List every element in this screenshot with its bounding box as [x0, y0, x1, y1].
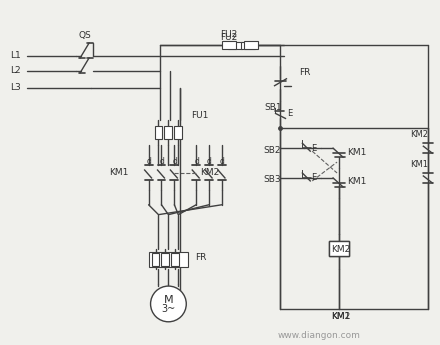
- Text: KM1: KM1: [411, 160, 429, 169]
- Text: d: d: [207, 157, 212, 166]
- Text: FU1: FU1: [191, 111, 209, 120]
- Text: 3~: 3~: [161, 304, 176, 314]
- Text: d: d: [220, 157, 225, 166]
- Text: d: d: [194, 157, 199, 166]
- Bar: [228, 42, 242, 49]
- Text: d: d: [159, 157, 165, 166]
- Bar: [149, 252, 188, 267]
- Text: E: E: [311, 174, 316, 183]
- Text: KM2: KM2: [200, 168, 220, 177]
- Text: d: d: [172, 157, 177, 166]
- Bar: [172, 253, 180, 266]
- Bar: [174, 126, 182, 139]
- Text: KM1: KM1: [331, 245, 351, 254]
- Text: d: d: [147, 157, 151, 166]
- Text: M: M: [164, 295, 173, 305]
- Bar: [161, 253, 169, 266]
- Bar: [329, 241, 349, 256]
- Text: E: E: [287, 109, 293, 118]
- Text: FR: FR: [299, 68, 311, 77]
- Text: KM2: KM2: [331, 245, 350, 254]
- Text: www.diangon.com: www.diangon.com: [278, 331, 361, 340]
- Text: KM1: KM1: [347, 177, 367, 186]
- Text: KM1: KM1: [109, 168, 128, 177]
- Text: FU2: FU2: [220, 30, 237, 39]
- Text: FU2: FU2: [220, 32, 237, 42]
- Text: SB2: SB2: [264, 146, 281, 155]
- Text: QS: QS: [78, 31, 91, 40]
- Text: L1: L1: [10, 51, 20, 60]
- Text: SB3: SB3: [264, 176, 281, 185]
- Text: L3: L3: [10, 83, 20, 92]
- Text: KM2: KM2: [411, 130, 429, 139]
- Text: KM1: KM1: [347, 148, 367, 157]
- Text: L2: L2: [10, 66, 20, 75]
- Text: E: E: [311, 144, 316, 153]
- Text: KM1: KM1: [331, 312, 351, 321]
- Bar: [154, 126, 162, 139]
- Bar: [151, 253, 159, 266]
- Bar: [329, 241, 349, 256]
- Text: SB1: SB1: [264, 103, 282, 112]
- Circle shape: [150, 286, 186, 322]
- Text: KM2: KM2: [331, 312, 350, 321]
- Text: FR: FR: [195, 253, 206, 262]
- Bar: [241, 42, 255, 49]
- Bar: [244, 41, 258, 49]
- Bar: [222, 41, 236, 49]
- Bar: [165, 126, 172, 139]
